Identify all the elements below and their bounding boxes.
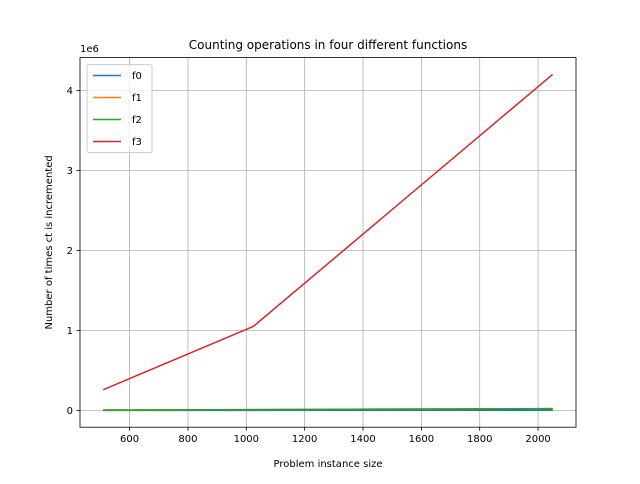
y-axis-label: Number of times ct is incremented (44, 155, 55, 329)
y-tick-label: 2 (67, 246, 73, 257)
x-tick-label: 600 (120, 434, 139, 445)
legend-label-f1: f1 (132, 93, 142, 104)
x-tick-label: 1400 (350, 434, 375, 445)
legend-label-f2: f2 (132, 115, 142, 126)
y-tick-label: 4 (67, 86, 73, 97)
y-tick-label: 1 (67, 326, 73, 337)
y-offset-text: 1e6 (80, 44, 99, 55)
y-tick-label: 3 (67, 166, 73, 177)
x-tick-label: 800 (178, 434, 197, 445)
legend-box (87, 65, 152, 153)
legend-label-f0: f0 (132, 71, 142, 82)
x-tick-label: 1000 (234, 434, 259, 445)
legend: f0 f1 f2 f3 (87, 65, 152, 153)
x-tick-label: 1800 (467, 434, 492, 445)
x-tick-label: 1200 (292, 434, 317, 445)
legend-label-f3: f3 (132, 137, 142, 148)
y-tick-label: 0 (67, 406, 73, 417)
x-tick-label: 1600 (409, 434, 434, 445)
chart-title: Counting operations in four different fu… (189, 38, 467, 52)
x-axis-label: Problem instance size (274, 459, 383, 470)
x-tick-label: 2000 (525, 434, 550, 445)
